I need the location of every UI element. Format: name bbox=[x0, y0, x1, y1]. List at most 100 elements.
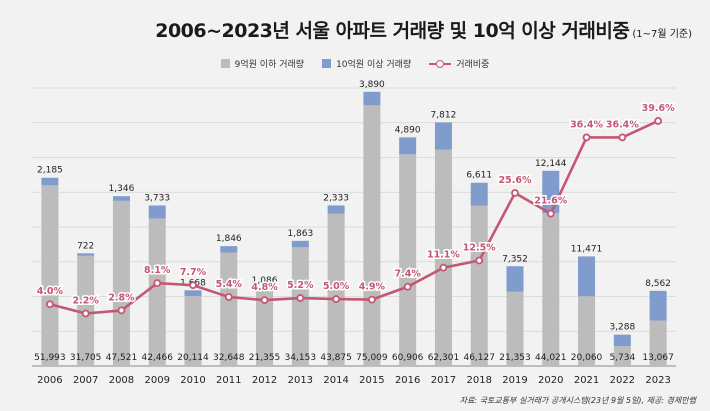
bar-above-2010 bbox=[184, 290, 202, 297]
bar-above-2006 bbox=[41, 177, 59, 186]
legend-swatch-below bbox=[220, 59, 230, 68]
ratio-point-2020 bbox=[546, 209, 555, 218]
label-below-2007: 31,705 bbox=[70, 353, 102, 363]
label-below-2008: 47,521 bbox=[106, 353, 138, 363]
ratio-point-2023 bbox=[654, 117, 663, 125]
ratio-point-2011 bbox=[224, 293, 233, 301]
legend-label-ratio: 거래비중 bbox=[456, 60, 490, 70]
x-tick-2012: 2012 bbox=[252, 375, 277, 386]
label-below-2016: 60,906 bbox=[392, 353, 424, 363]
label-above-2009: 3,733 bbox=[144, 193, 170, 203]
bar-below-2022 bbox=[613, 346, 631, 366]
label-below-2006: 51,993 bbox=[34, 353, 66, 363]
legend-label-above: 10억원 이상 거래량 bbox=[336, 60, 412, 70]
label-above-2008: 1,346 bbox=[109, 184, 135, 194]
ratio-point-2009 bbox=[153, 279, 162, 288]
bar-above-2017 bbox=[434, 122, 452, 150]
chart-subtitle: (1~7월 기준) bbox=[632, 29, 692, 40]
label-above-2017: 7,812 bbox=[431, 110, 457, 120]
source-note: 자료: 국토교통부 실거래가 공개시스템(23년 9월 5일), 제공: 경제만… bbox=[459, 396, 696, 405]
label-below-2020: 44,021 bbox=[535, 353, 567, 363]
x-tick-2023: 2023 bbox=[645, 375, 670, 386]
bar-below-2010 bbox=[184, 296, 202, 366]
label-below-2018: 46,127 bbox=[463, 353, 495, 363]
ratio-point-2013 bbox=[296, 294, 305, 302]
ratio-point-2017 bbox=[439, 263, 448, 272]
bar-above-2019 bbox=[506, 266, 524, 292]
ratio-point-2021 bbox=[582, 133, 591, 142]
bar-below-2009 bbox=[148, 218, 166, 366]
chart-title-main: 2006~2023년 서울 아파트 거래량 및 10억 이상 거래비중 bbox=[155, 20, 630, 42]
x-tick-2010: 2010 bbox=[180, 375, 205, 386]
bar-above-2023 bbox=[649, 290, 667, 321]
x-tick-2014: 2014 bbox=[323, 375, 348, 386]
ratio-point-2019 bbox=[511, 189, 519, 197]
bar-below-2021 bbox=[578, 296, 596, 366]
label-below-2019: 21,353 bbox=[499, 353, 531, 363]
label-above-2011: 1,846 bbox=[216, 234, 242, 244]
ratio-label-2018: 12.5% bbox=[463, 242, 496, 253]
label-below-2012: 21,355 bbox=[249, 353, 281, 363]
ratio-label-2020: 21.6% bbox=[534, 196, 567, 207]
legend-label-below: 9억원 이하 거래량 bbox=[234, 60, 305, 70]
bar-above-2020 bbox=[542, 170, 560, 214]
ratio-label-2015: 4.9% bbox=[359, 282, 386, 293]
legend: 9억원 이하 거래량 10억원 이상 거래량 거래비중 bbox=[0, 57, 710, 70]
label-above-2018: 6,611 bbox=[466, 171, 492, 181]
label-below-2022: 5,734 bbox=[609, 353, 635, 363]
x-tick-2019: 2019 bbox=[502, 375, 527, 386]
label-above-2006: 2,185 bbox=[37, 166, 63, 176]
label-below-2015: 75,009 bbox=[356, 353, 388, 363]
ratio-label-2008: 2.8% bbox=[108, 292, 135, 303]
label-below-2017: 62,301 bbox=[428, 353, 460, 363]
label-below-2023: 13,067 bbox=[642, 353, 674, 363]
x-tick-2009: 2009 bbox=[144, 375, 169, 386]
label-below-2013: 34,153 bbox=[285, 353, 317, 363]
bar-above-2021 bbox=[578, 256, 596, 297]
bar-below-2023 bbox=[649, 320, 667, 366]
legend-swatch-ratio bbox=[429, 59, 452, 69]
label-below-2009: 42,466 bbox=[141, 353, 173, 363]
ratio-point-2016 bbox=[403, 282, 412, 291]
bar-below-2006 bbox=[41, 185, 59, 366]
ratio-label-2009: 8.1% bbox=[144, 265, 171, 276]
bar-below-2015 bbox=[363, 105, 381, 367]
label-below-2021: 20,060 bbox=[571, 353, 603, 363]
x-tick-2018: 2018 bbox=[466, 375, 491, 386]
label-above-2023: 8,562 bbox=[645, 279, 671, 289]
bar-above-2016 bbox=[399, 137, 417, 155]
legend-swatch-above bbox=[322, 59, 332, 68]
x-tick-2017: 2017 bbox=[431, 375, 456, 386]
label-above-2014: 2,333 bbox=[323, 193, 349, 203]
ratio-point-2022 bbox=[618, 133, 627, 142]
ratio-label-2021: 36.4% bbox=[570, 119, 603, 130]
ratio-point-2008 bbox=[117, 306, 126, 315]
ratio-label-2012: 4.8% bbox=[251, 282, 278, 293]
bar-above-2011 bbox=[220, 246, 238, 253]
x-tick-2007: 2007 bbox=[73, 375, 98, 386]
bar-below-2011 bbox=[220, 252, 238, 366]
label-above-2013: 1,863 bbox=[287, 229, 313, 239]
bar-below-2019 bbox=[506, 291, 524, 366]
label-below-2014: 43,875 bbox=[320, 353, 352, 363]
bar-below-2013 bbox=[291, 247, 309, 366]
ratio-label-2023: 39.6% bbox=[642, 103, 675, 114]
ratio-label-2013: 5.2% bbox=[287, 280, 314, 291]
bar-above-2014 bbox=[327, 205, 345, 214]
bar-below-2017 bbox=[434, 149, 452, 366]
ratio-point-2007 bbox=[81, 309, 90, 318]
x-tick-2020: 2020 bbox=[538, 375, 563, 386]
ratio-line bbox=[49, 119, 659, 315]
ratio-label-2022: 36.4% bbox=[606, 119, 639, 130]
ratio-point-2015 bbox=[367, 295, 376, 304]
ratio-point-2006 bbox=[45, 300, 54, 309]
bar-below-2016 bbox=[399, 154, 417, 366]
x-tick-2021: 2021 bbox=[574, 375, 599, 386]
ratio-point-2018 bbox=[475, 256, 484, 265]
ratio-label-2011: 5.4% bbox=[216, 279, 243, 290]
legend-item-ratio: 거래비중 bbox=[429, 57, 489, 70]
label-above-2022: 3,288 bbox=[609, 323, 635, 333]
x-tick-2013: 2013 bbox=[288, 375, 313, 386]
label-above-2015: 3,890 bbox=[359, 80, 385, 90]
bar-below-2020 bbox=[542, 213, 560, 366]
